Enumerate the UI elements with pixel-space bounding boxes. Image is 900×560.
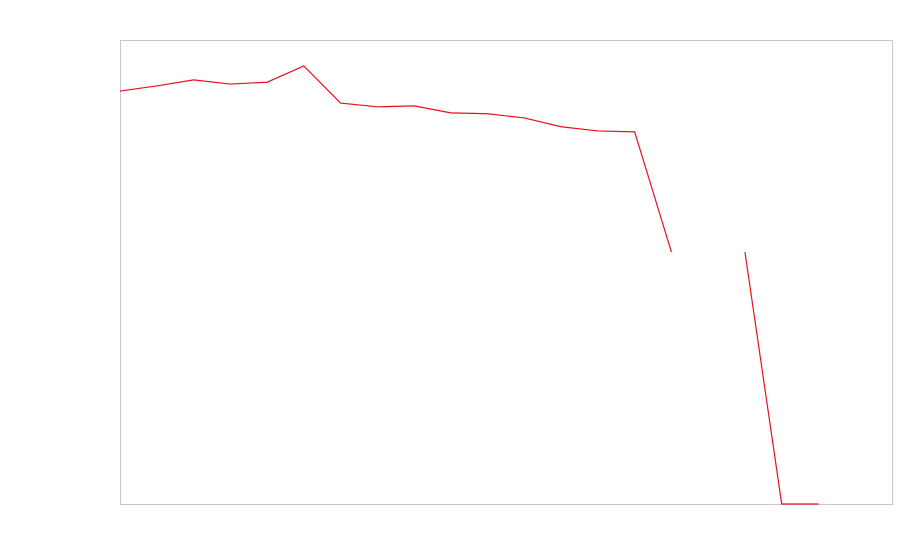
- data-line: [119, 65, 819, 505]
- plot-frame: [120, 40, 893, 505]
